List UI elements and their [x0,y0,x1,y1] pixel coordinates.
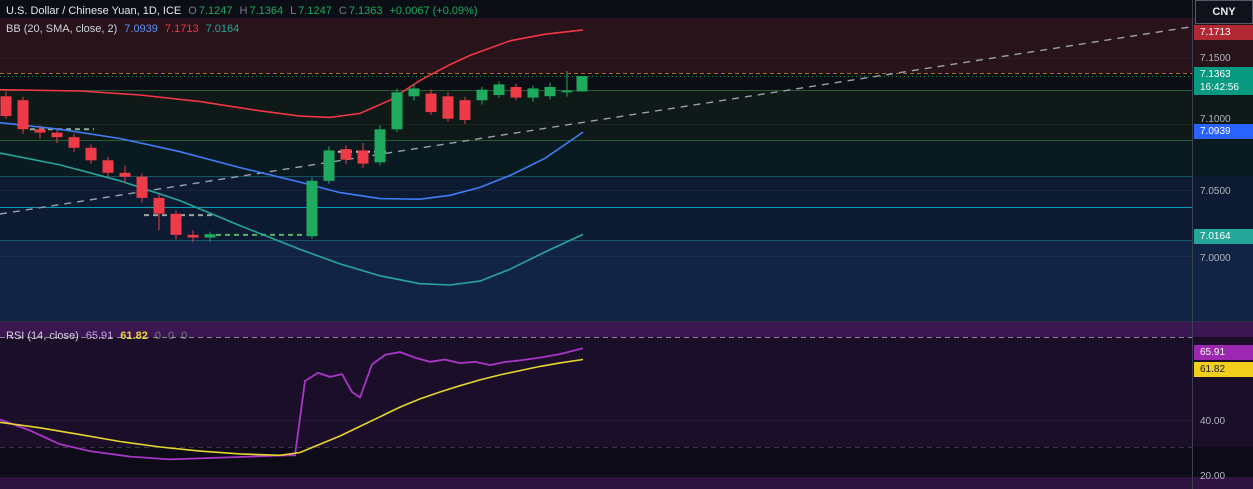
price-tick-40.00: 40.00 [1200,416,1226,427]
price-badge-7.0164: 7.0164 [1194,229,1253,244]
ohlc-high: H 7.1364 [240,4,284,18]
price-badge-7.0939: 7.0939 [1194,124,1253,139]
deep-blue-zone [0,240,1253,322]
price-scale[interactable]: CNY 7.1713 7.1500 7.1363 16:42:56 7.1000 7.09… [1192,0,1253,489]
currency-toggle-button[interactable]: CNY [1195,0,1253,24]
price-badge-61.82: 61.82 [1194,362,1253,377]
rsi-band-value-3: 0 [181,330,188,342]
ohlc-low: L 7.1247 [290,4,332,18]
bb-basis-value: 7.0939 [124,23,158,35]
close-letter: C [338,5,347,17]
upper-support-zone [0,90,1253,140]
high-letter: H [239,5,248,17]
rsi-band-value-1: 0 [154,330,161,342]
open-letter: O [188,5,197,17]
low-letter: L [290,5,297,17]
bb-lower-value: 7.0164 [205,23,240,35]
symbol-legend[interactable]: U.S. Dollar / Chinese Yuan, 1D, ICE O 7.1… [6,4,478,18]
pane-separator[interactable] [0,321,1253,322]
rsi-ma-value: 61.82 [120,330,148,342]
rsi-indicator-legend[interactable]: RSI (14, close) 65.91 61.82 0 0 0 [6,329,187,343]
price-tick-7.1000: 7.1000 [1200,114,1231,125]
rsi-overbought-strip [0,322,1253,337]
rsi-value: 65.91 [85,330,114,342]
price-tick-7.0000: 7.0000 [1200,253,1231,264]
rsi-indicator-title[interactable]: RSI (14, close) [6,330,79,342]
bb-indicator-legend[interactable]: BB (20, SMA, close, 2) 7.0939 7.1713 7.0… [6,22,239,36]
price-tick-7.0500: 7.0500 [1200,186,1231,197]
high-value: 7.1364 [249,5,284,17]
open-value: 7.1247 [198,5,233,17]
low-value: 7.1247 [298,5,332,17]
navy-zone [0,176,1253,240]
ohlc-close: C 7.1363 [339,4,383,18]
ohlc-open: O 7.1247 [188,4,232,18]
rsi-mid-zone [0,337,1253,447]
bb-indicator-title[interactable]: BB (20, SMA, close, 2) [6,23,118,35]
rsi-bottom-strip [0,477,1253,489]
bb-upper-value: 7.1713 [164,23,199,35]
price-tick-7.1500: 7.1500 [1200,53,1231,64]
price-badge-7.1713: 7.1713 [1194,25,1253,40]
price-tick-20.00: 20.00 [1200,471,1226,482]
close-value: 7.1363 [348,5,383,17]
change-value: +0.0067 (+0.09%) [389,5,478,17]
rsi-band-value-2: 0 [167,330,175,342]
teal-zone [0,140,1253,176]
price-badge-7.1363: 7.1363 16:42:56 [1194,67,1253,95]
price-badge-65.91: 65.91 [1194,345,1253,360]
symbol-title[interactable]: U.S. Dollar / Chinese Yuan, 1D, ICE [6,5,182,17]
